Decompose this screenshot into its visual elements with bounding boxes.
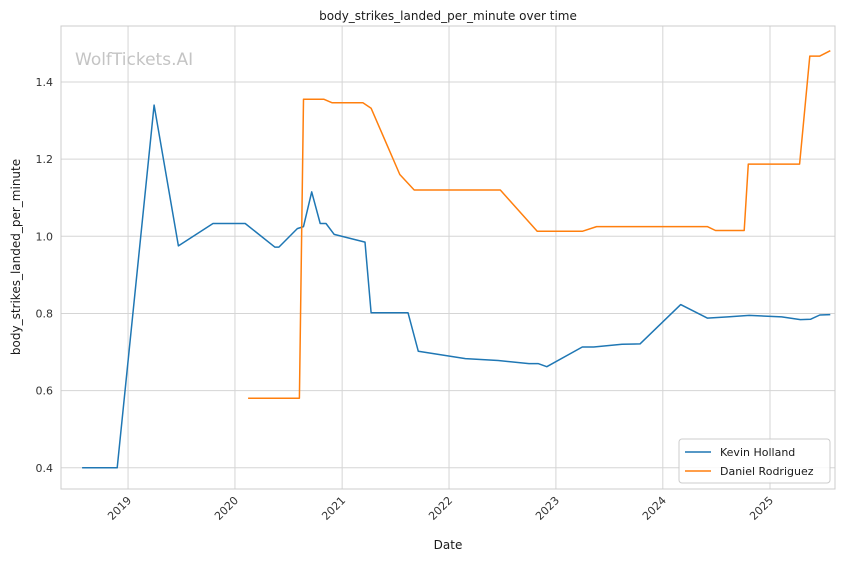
- y-tick-label: 0.6: [36, 385, 54, 398]
- legend-label-daniel-rodriguez: Daniel Rodriguez: [720, 465, 814, 478]
- y-tick-label: 1.4: [36, 76, 54, 89]
- y-tick-label: 0.8: [36, 307, 54, 320]
- chart-title: body_strikes_landed_per_minute over time: [319, 9, 577, 23]
- y-tick-label: 1.0: [36, 230, 54, 243]
- series-line-1: [248, 50, 831, 400]
- legend-label-kevin-holland: Kevin Holland: [720, 446, 795, 459]
- x-axis-title: Date: [434, 538, 463, 552]
- legend: Kevin Holland Daniel Rodriguez: [678, 438, 831, 484]
- series-line-0: [82, 104, 831, 469]
- y-tick-label: 0.4: [36, 462, 54, 475]
- legend-box: [678, 438, 831, 484]
- series-layer: [82, 50, 831, 469]
- plot-frame: [60, 25, 836, 490]
- y-axis-ticks: 0.4 0.6 0.8 1.0 1.2 1.4: [36, 76, 54, 475]
- y-tick-label: 1.2: [36, 153, 54, 166]
- watermark: WolfTickets.AI: [75, 50, 193, 70]
- y-axis-title: body_strikes_landed_per_minute: [9, 159, 23, 355]
